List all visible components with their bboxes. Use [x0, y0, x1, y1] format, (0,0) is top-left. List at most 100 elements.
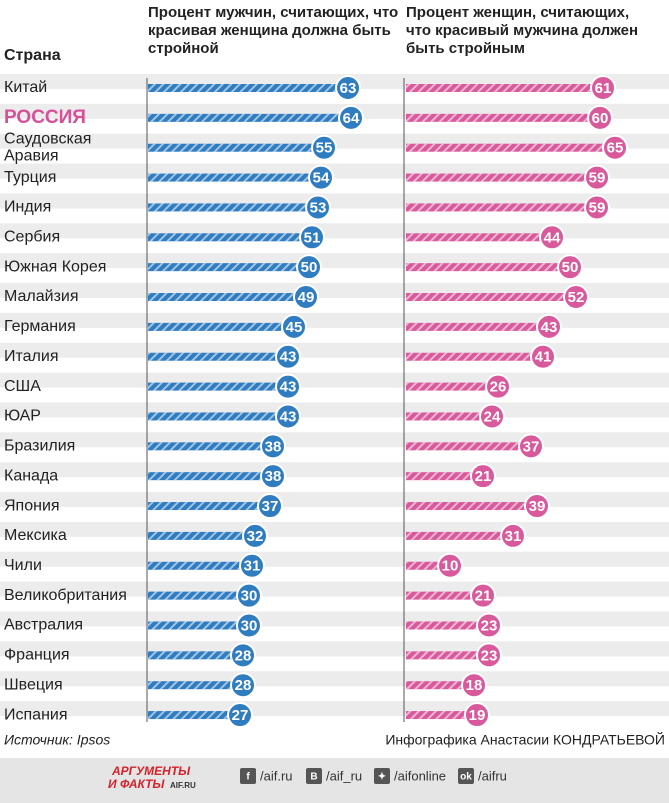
- social-icon-glyph: ✦: [378, 772, 386, 783]
- value-label: 38: [265, 438, 282, 455]
- value-label: 59: [589, 199, 606, 216]
- value-label: 55: [316, 140, 333, 157]
- value-badge: [536, 313, 562, 340]
- row-band: [0, 521, 669, 537]
- credit: Инфографика Анастасии КОНДРАТЬЕВОЙ: [385, 731, 665, 748]
- category-label: Турция: [4, 169, 56, 186]
- value-label: 38: [265, 468, 282, 485]
- bar-stripes: [406, 442, 531, 451]
- social-link[interactable]: /aif.ru: [260, 768, 293, 783]
- value-label: 30: [241, 588, 258, 605]
- bar-stripes: [406, 113, 600, 122]
- value-label: 37: [262, 498, 279, 515]
- value-badge: [242, 522, 268, 549]
- bar-stripes: [148, 442, 273, 451]
- value-badge: [518, 433, 544, 460]
- value-label: 31: [505, 528, 522, 545]
- value-label: 63: [340, 80, 357, 97]
- value-badge: [296, 254, 322, 281]
- category-label: Южная Корея: [4, 258, 106, 275]
- value-label: 41: [535, 349, 552, 366]
- value-badge: [308, 164, 334, 191]
- social-icon[interactable]: [458, 768, 474, 784]
- value-label: 43: [541, 319, 558, 336]
- social-icon[interactable]: [240, 768, 256, 784]
- category-label: Австралия: [4, 617, 83, 634]
- social-icon-glyph: В: [310, 772, 317, 783]
- bar-stripes: [406, 84, 603, 92]
- bar-stripes: [148, 173, 321, 182]
- value-badge: [461, 672, 487, 699]
- bar-stripes: [406, 143, 615, 152]
- bar-stripes: [406, 382, 498, 391]
- social-link[interactable]: /aifonline: [394, 768, 446, 783]
- bar-stripes: [148, 203, 318, 212]
- value-label: 21: [475, 468, 492, 485]
- category-header: Страна: [4, 47, 61, 64]
- value-badge: [539, 224, 565, 251]
- row-band: [0, 342, 669, 358]
- value-badge: [476, 642, 502, 669]
- category-label: Бразилия: [4, 438, 75, 455]
- bar-stripes: [148, 621, 249, 630]
- value-badge: [530, 343, 556, 370]
- bar-stripes: [406, 472, 483, 481]
- row-band: [0, 611, 669, 627]
- bar-stripes: [406, 203, 597, 212]
- category-label-line: Саудовская: [4, 131, 91, 148]
- bar-stripes: [406, 681, 474, 690]
- bar-stripes: [148, 591, 249, 600]
- row-band: [0, 312, 669, 328]
- value-badge: [479, 403, 505, 430]
- value-badge: [260, 433, 286, 460]
- value-label: 43: [280, 349, 297, 366]
- value-badge: [293, 284, 319, 311]
- value-label: 37: [523, 438, 540, 455]
- value-label: 49: [298, 289, 315, 306]
- footer-bar: [0, 758, 669, 803]
- value-label: 26: [490, 379, 507, 396]
- row-band: [0, 432, 669, 448]
- bar-stripes: [148, 233, 312, 242]
- value-label: 59: [589, 170, 606, 187]
- value-badge: [470, 463, 496, 490]
- bar-stripes: [148, 263, 309, 272]
- social-link[interactable]: /aif_ru: [326, 768, 362, 783]
- value-label: 31: [244, 558, 261, 575]
- bar-stripes: [148, 531, 255, 540]
- social-link[interactable]: /aifru: [478, 768, 507, 783]
- category-label: ЮАР: [4, 408, 41, 425]
- bar-stripes: [148, 113, 351, 122]
- row-band: [0, 671, 669, 687]
- bar-stripes: [406, 621, 489, 630]
- bar-stripes: [148, 382, 288, 391]
- social-icon[interactable]: [374, 768, 390, 784]
- value-badge: [338, 104, 364, 131]
- social-icon[interactable]: [306, 768, 322, 784]
- value-label: 50: [301, 259, 318, 276]
- value-badge: [275, 343, 301, 370]
- category-label: Италия: [4, 348, 58, 365]
- women-header: Процент женщин, считающих, что красивый …: [406, 4, 639, 57]
- bar-stripes: [148, 293, 306, 302]
- value-badge: [275, 403, 301, 430]
- value-badge: [335, 75, 361, 101]
- logo-top: АРГУМЕНТЫ: [111, 764, 191, 778]
- value-badge: [239, 552, 265, 579]
- category-label: Германия: [4, 318, 76, 335]
- value-label: 51: [304, 229, 321, 246]
- category-label: Сербия: [4, 229, 60, 246]
- value-badge: [470, 582, 496, 609]
- men-header: Процент мужчин, считающих, что красивая …: [148, 4, 399, 57]
- category-label: Япония: [4, 497, 60, 514]
- value-badge: [299, 224, 325, 251]
- value-badge: [227, 702, 253, 729]
- value-label: 52: [568, 289, 585, 306]
- value-badge: [500, 522, 526, 549]
- bar-stripes: [148, 352, 288, 361]
- value-label: 64: [343, 110, 360, 127]
- bar-stripes: [148, 472, 273, 481]
- value-label: 23: [481, 647, 498, 664]
- row-band: [0, 492, 669, 508]
- value-label: 18: [466, 677, 483, 694]
